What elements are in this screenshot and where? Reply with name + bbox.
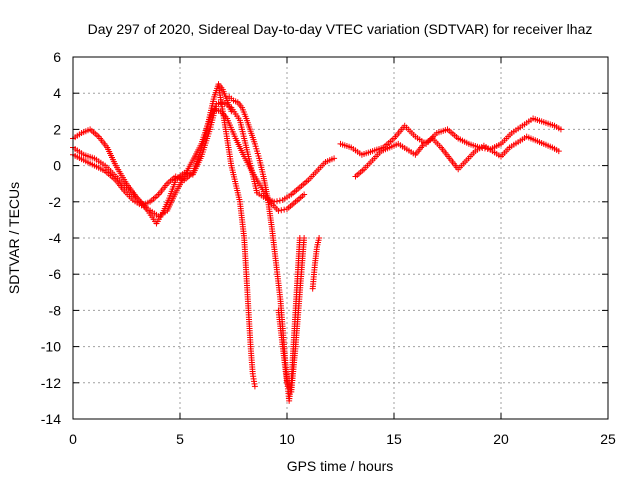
data-point (274, 198, 281, 205)
x-tick-label: 20 (493, 431, 509, 447)
x-tick-labels: 0 5 10 15 20 25 (69, 431, 616, 447)
y-tick-labels: -14 -12 -10 -8 -6 -4 -2 0 2 4 6 (41, 49, 61, 427)
data-point (281, 206, 288, 213)
data-point (276, 197, 283, 204)
y-tick-label: -4 (49, 230, 62, 246)
x-tick-label: 10 (279, 431, 295, 447)
data-points (70, 81, 564, 404)
data-point (301, 235, 308, 241)
grid-lines (73, 57, 608, 419)
data-point (331, 155, 338, 162)
data-point (316, 235, 323, 241)
x-tick-label: 15 (386, 431, 402, 447)
series-track-b (70, 106, 308, 220)
y-tick-label: -14 (41, 411, 61, 427)
series-late-a (337, 115, 564, 158)
y-tick-label: -10 (41, 339, 61, 355)
series-track-a (70, 99, 338, 227)
chart-title: Day 297 of 2020, Sidereal Day-to-day VTE… (88, 21, 593, 37)
series-track-c (70, 81, 235, 209)
data-point (278, 207, 285, 214)
data-point (275, 207, 282, 214)
y-tick-label: 6 (53, 49, 61, 65)
x-tick-label: 0 (69, 431, 77, 447)
data-point (557, 126, 564, 133)
data-point (228, 108, 235, 115)
x-tick-label: 5 (176, 431, 184, 447)
series-dip-1 (215, 82, 258, 390)
series-late-b (352, 133, 562, 180)
y-tick-label: -2 (49, 194, 62, 210)
series-dip-3 (275, 235, 308, 395)
data-point (555, 148, 562, 155)
y-tick-label: -12 (41, 375, 61, 391)
y-tick-label: 0 (53, 158, 61, 174)
y-tick-label: -6 (49, 266, 62, 282)
x-axis-label: GPS time / hours (287, 458, 394, 474)
series-small-dip (309, 235, 323, 292)
axis-ticks (72, 56, 609, 420)
y-tick-label: 2 (53, 121, 61, 137)
x-tick-label: 25 (600, 431, 616, 447)
data-point (301, 191, 308, 198)
y-tick-label: -8 (49, 302, 62, 318)
y-tick-label: 4 (53, 85, 61, 101)
data-point (251, 383, 258, 390)
y-axis-label: SDTVAR / TECUs (6, 182, 22, 294)
